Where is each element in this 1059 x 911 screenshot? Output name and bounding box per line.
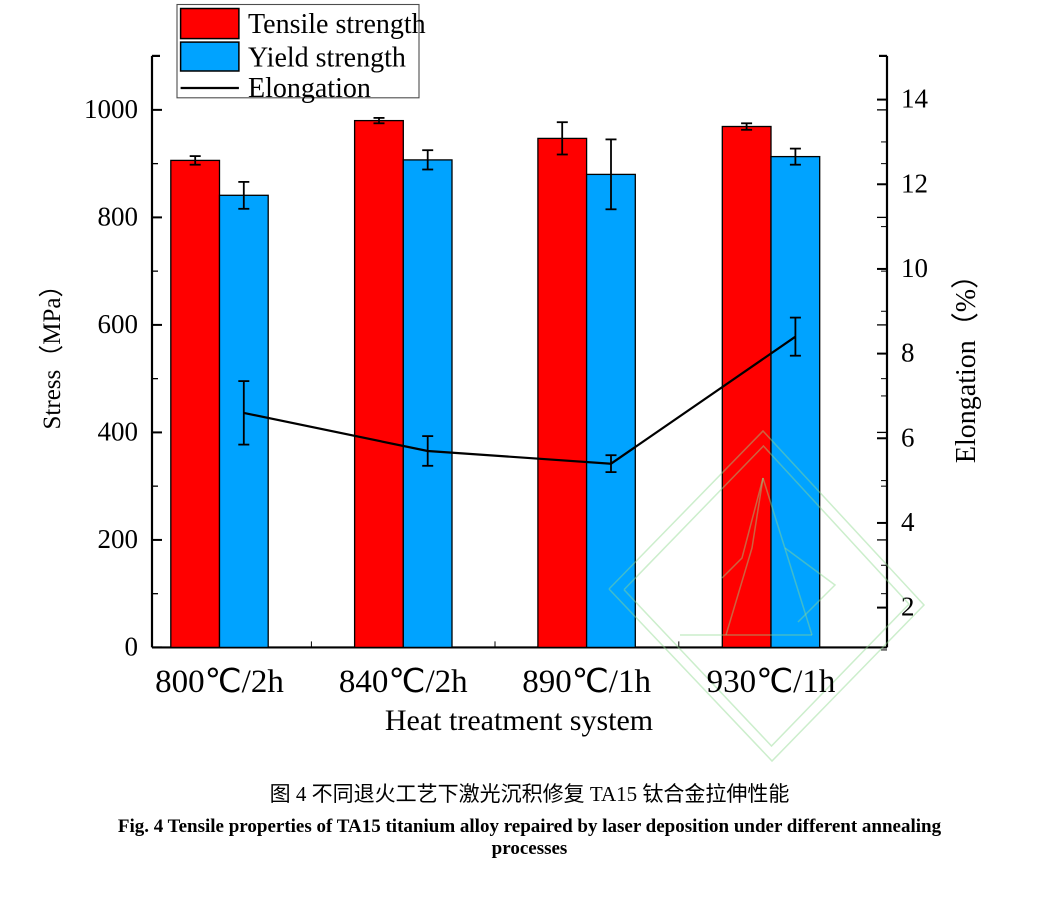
svg-text:400: 400 bbox=[98, 416, 139, 446]
svg-text:800: 800 bbox=[98, 201, 139, 231]
svg-text:930℃/1h: 930℃/1h bbox=[707, 664, 836, 700]
svg-text:Heat treatment system: Heat treatment system bbox=[385, 704, 653, 737]
svg-text:Elongation（%）: Elongation（%） bbox=[950, 261, 982, 463]
svg-text:1000: 1000 bbox=[84, 94, 138, 124]
svg-text:8: 8 bbox=[901, 338, 915, 368]
svg-text:Stress（MPa）: Stress（MPa） bbox=[38, 273, 66, 430]
svg-text:600: 600 bbox=[98, 309, 139, 339]
svg-text:6: 6 bbox=[901, 422, 915, 452]
svg-text:10: 10 bbox=[901, 253, 928, 283]
svg-text:Yield strength: Yield strength bbox=[248, 43, 406, 74]
svg-text:4: 4 bbox=[901, 507, 915, 537]
svg-text:890℃/1h: 890℃/1h bbox=[522, 664, 651, 700]
svg-text:0: 0 bbox=[125, 631, 139, 661]
svg-text:800℃/2h: 800℃/2h bbox=[155, 664, 284, 700]
svg-text:12: 12 bbox=[901, 168, 928, 198]
svg-text:200: 200 bbox=[98, 524, 139, 554]
svg-text:Tensile strength: Tensile strength bbox=[248, 9, 426, 40]
svg-text:Elongation: Elongation bbox=[248, 73, 371, 104]
svg-text:14: 14 bbox=[901, 84, 929, 114]
svg-text:840℃/2h: 840℃/2h bbox=[339, 664, 468, 700]
